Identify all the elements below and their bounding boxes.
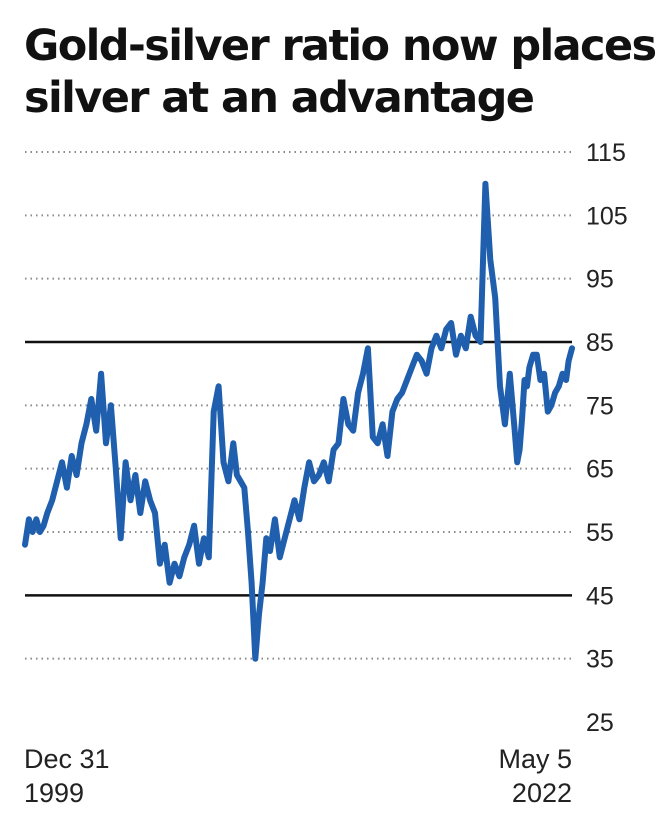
series-layer <box>22 180 575 662</box>
y-tick-label-35: 35 <box>586 646 614 674</box>
x-start-line-2: 1999 <box>24 778 85 808</box>
x-end-line-1: May 5 <box>498 744 572 774</box>
y-tick-label-105: 105 <box>586 202 628 230</box>
x-axis-start-label: Dec 31 1999 <box>24 742 110 810</box>
x-start-line-1: Dec 31 <box>24 744 110 774</box>
x-axis-end-label: May 5 2022 <box>498 742 572 810</box>
y-tick-label-45: 45 <box>586 582 614 610</box>
y-tick-label-25: 25 <box>586 709 614 737</box>
y-tick-label-115: 115 <box>586 139 626 167</box>
y-tick-label-85: 85 <box>586 329 614 357</box>
y-tick-label-95: 95 <box>586 266 614 294</box>
x-end-line-2: 2022 <box>511 778 572 808</box>
series-line-0 <box>22 180 575 662</box>
reference-lines <box>25 340 572 597</box>
chart-title-line-2: silver at an advantage <box>24 73 535 123</box>
y-tick-label-55: 55 <box>586 519 614 547</box>
y-tick-label-65: 65 <box>586 456 614 484</box>
chart-title: Gold-silver ratio now places silver at a… <box>24 20 657 124</box>
y-tick-label-75: 75 <box>586 392 614 420</box>
chart-title-line-1: Gold-silver ratio now places <box>24 21 657 71</box>
y-axis-ticks: 115 105 95 85 75 65 55 45 35 25 <box>586 139 628 737</box>
